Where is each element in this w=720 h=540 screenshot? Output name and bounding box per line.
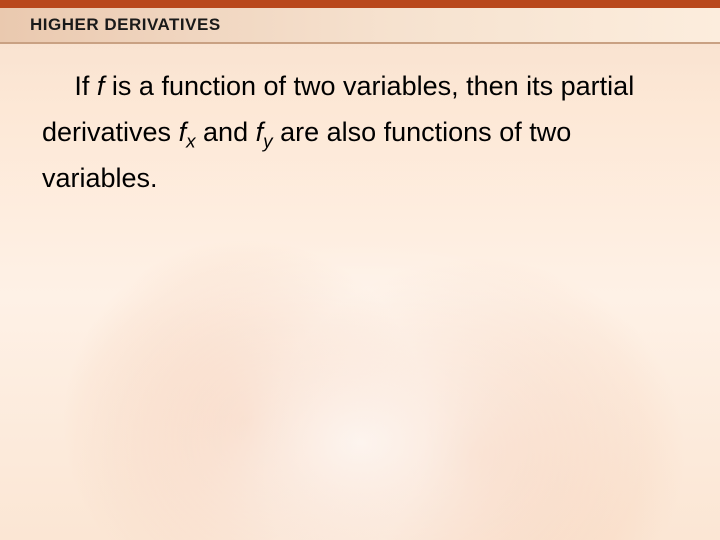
var-fx-sub: x xyxy=(186,131,195,152)
text-seg: and xyxy=(196,117,256,147)
var-fy-sub: y xyxy=(263,131,272,152)
slide: HIGHER DERIVATIVES If f is a function of… xyxy=(0,0,720,540)
text-seg: If xyxy=(74,71,97,101)
body-area: If f is a function of two variables, the… xyxy=(42,64,678,202)
var-fx-f: f xyxy=(179,117,187,147)
accent-bar xyxy=(0,0,720,8)
header-band: HIGHER DERIVATIVES xyxy=(0,8,720,44)
body-paragraph: If f is a function of two variables, the… xyxy=(42,64,678,202)
var-fy-f: f xyxy=(256,117,264,147)
page-title: HIGHER DERIVATIVES xyxy=(30,15,221,35)
